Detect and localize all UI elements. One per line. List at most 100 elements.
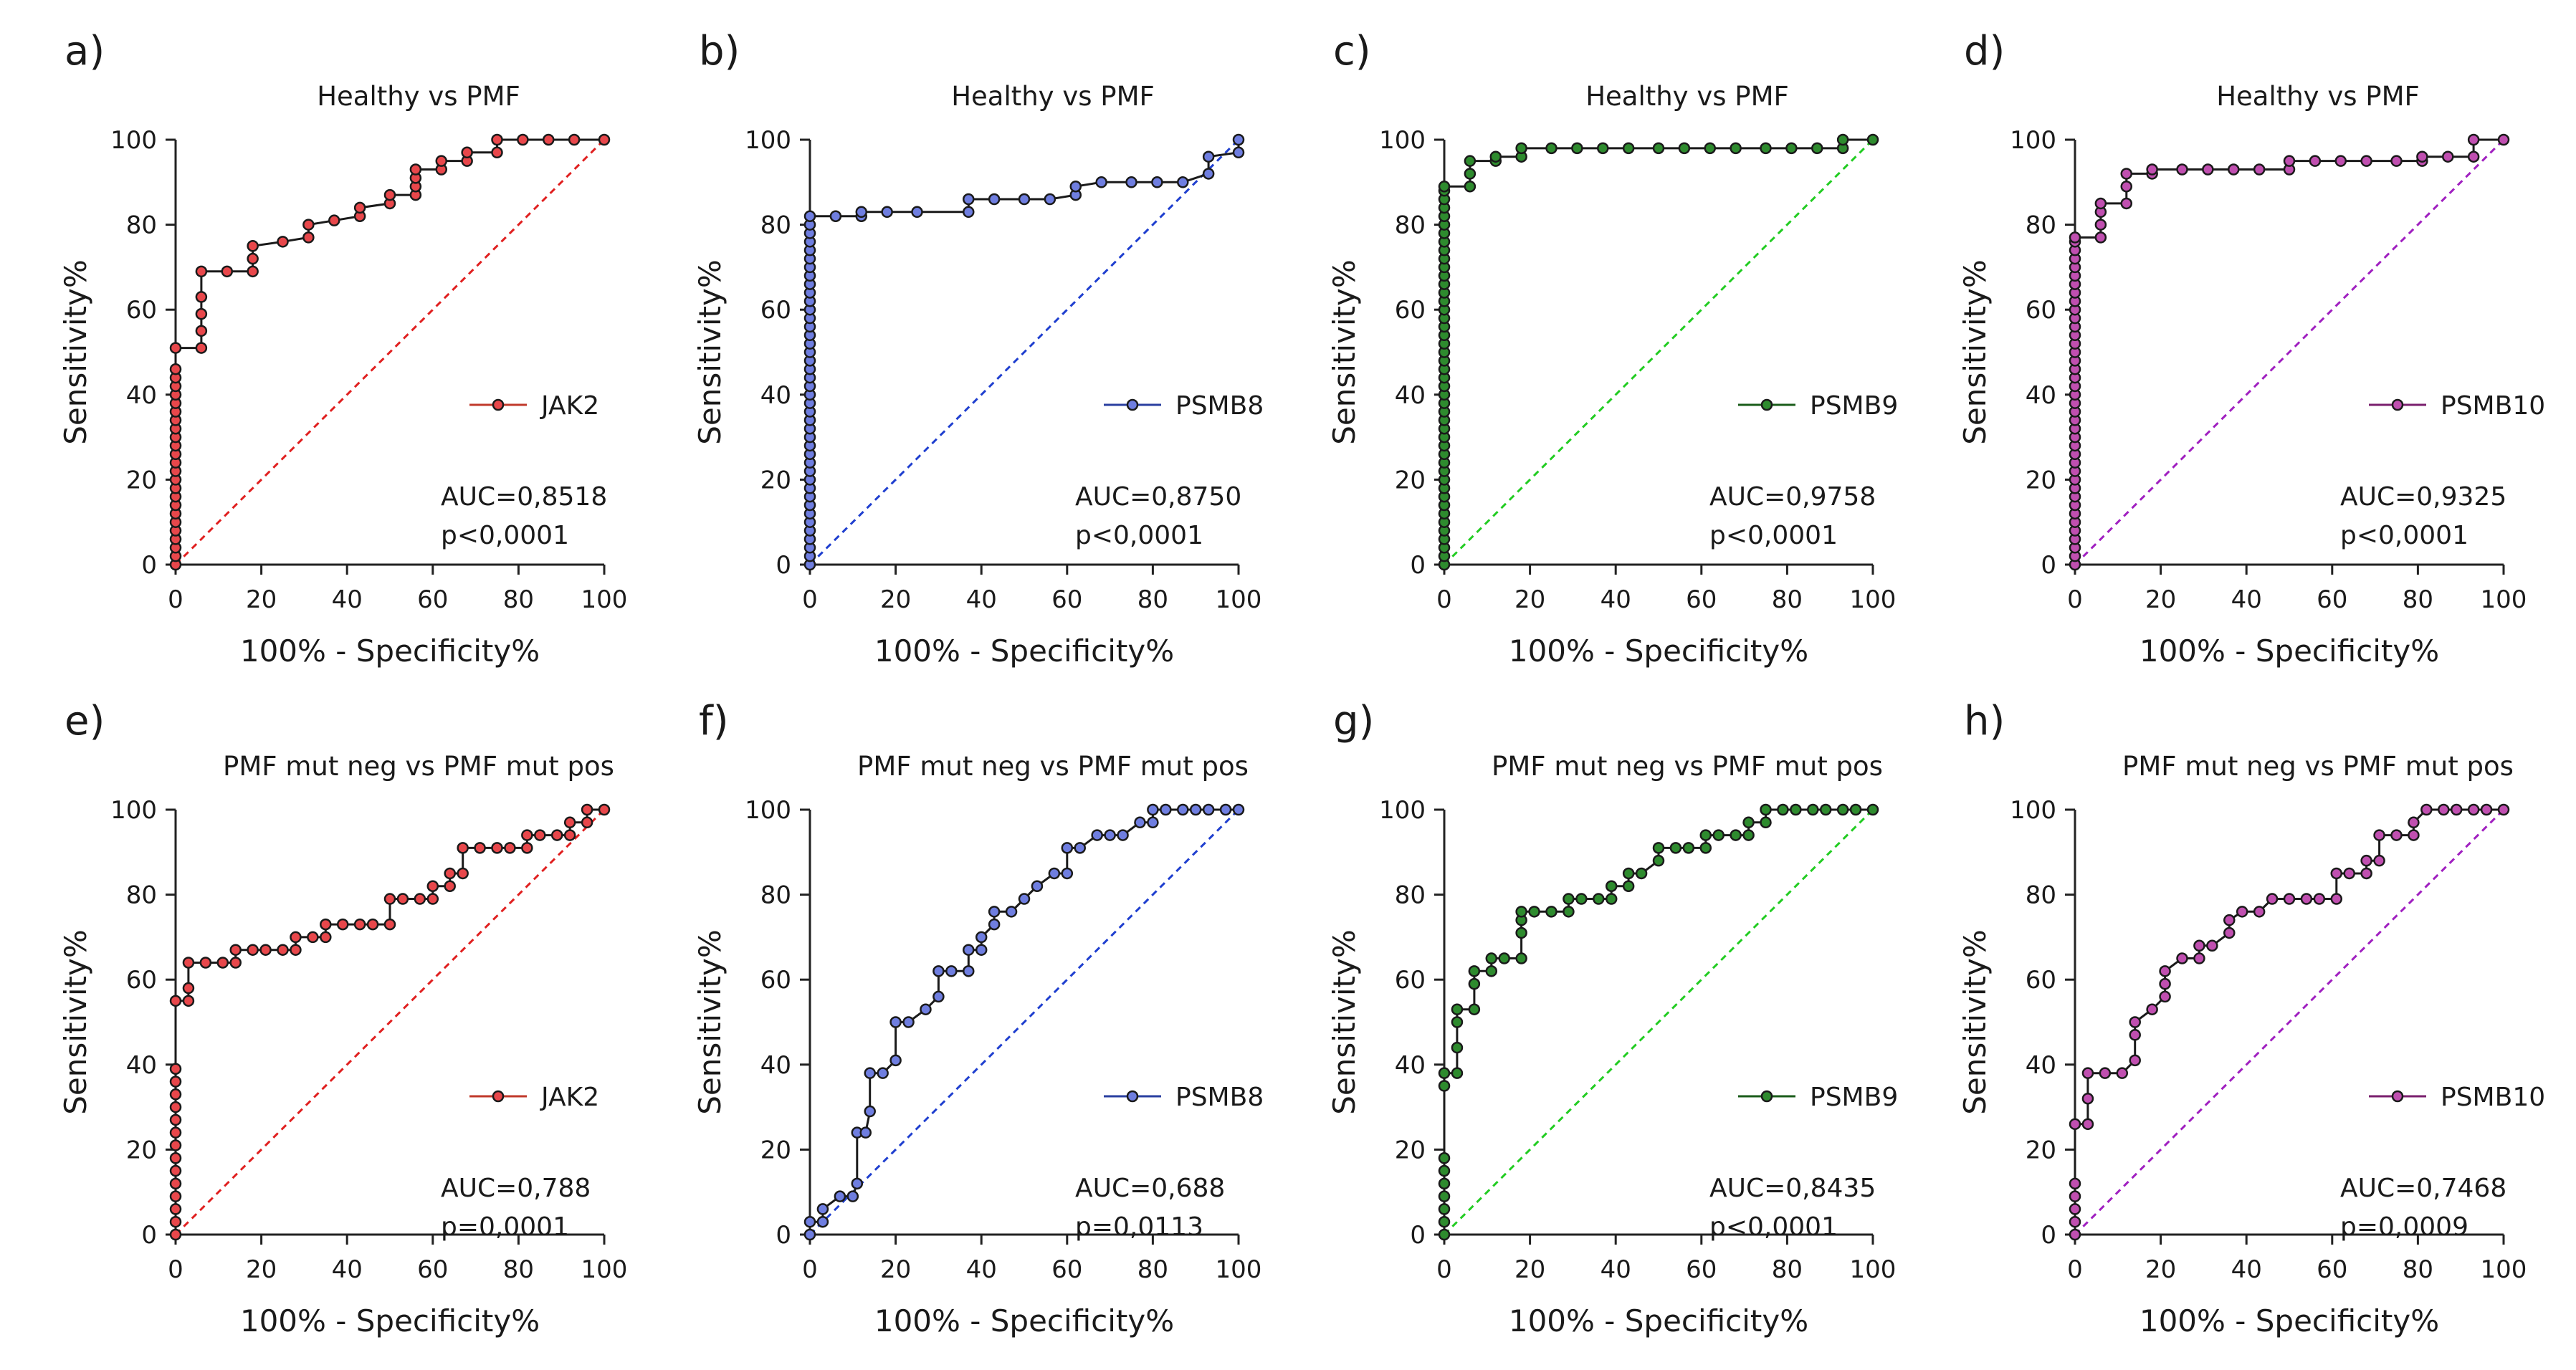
data-point	[491, 133, 503, 146]
data-point	[336, 918, 349, 931]
data-point	[1438, 1203, 1451, 1215]
y-tick-label: 80	[2026, 211, 2056, 240]
x-tick-label: 0	[168, 1255, 183, 1284]
data-point	[864, 1105, 876, 1118]
data-point	[563, 829, 576, 841]
data-point	[1147, 803, 1159, 816]
data-point	[2099, 1067, 2112, 1079]
data-point	[816, 1203, 829, 1215]
data-point	[1760, 803, 1772, 816]
x-axis-title: 100% - Specificity%	[240, 633, 540, 669]
data-point	[366, 918, 379, 931]
data-point	[2390, 155, 2403, 167]
data-point	[2343, 867, 2355, 880]
panel-label: g)	[1333, 698, 1374, 744]
y-tick-label: 80	[126, 881, 157, 910]
data-point	[426, 880, 439, 892]
data-point	[1048, 867, 1061, 880]
data-point	[1545, 906, 1557, 918]
panel-label: b)	[699, 28, 740, 75]
data-point	[2069, 1190, 2081, 1202]
p-value-annotation: p<0,0001	[1709, 1212, 1838, 1242]
roc-panel-g: g) PMF mut neg vs PMF mut pos 0 20 40 60 80 100…	[1327, 698, 1898, 1338]
data-point	[169, 1177, 182, 1190]
data-point	[169, 1063, 182, 1075]
data-point	[2334, 155, 2347, 167]
x-axis-title: 100% - Specificity%	[2139, 633, 2439, 669]
data-point	[1563, 893, 1575, 905]
legend-label: PSMB8	[1175, 1083, 1264, 1112]
data-point	[1438, 1215, 1451, 1228]
data-point	[1571, 142, 1583, 155]
data-point	[1811, 142, 1823, 155]
y-tick-label: 100	[110, 796, 157, 825]
y-tick-label: 0	[1410, 551, 1426, 580]
data-point	[2283, 893, 2296, 905]
data-point	[1117, 829, 1129, 841]
data-point	[598, 803, 611, 816]
y-tick-label: 40	[126, 381, 157, 410]
y-tick-label: 60	[2026, 966, 2056, 995]
data-point	[2069, 1215, 2081, 1228]
data-point	[2193, 952, 2205, 964]
data-point	[1438, 1228, 1451, 1241]
data-point	[169, 1164, 182, 1177]
data-point	[320, 918, 332, 931]
roc-curve-line	[2074, 808, 2504, 1235]
x-tick-label: 40	[332, 585, 363, 614]
x-tick-label: 60	[417, 1255, 448, 1284]
y-tick-label: 100	[745, 796, 791, 825]
data-point	[1790, 803, 1802, 816]
reference-diagonal	[1443, 808, 1874, 1236]
legend-label: PSMB9	[1810, 391, 1898, 421]
data-point	[1018, 193, 1031, 206]
data-point	[581, 816, 593, 829]
data-point	[829, 210, 842, 222]
data-point	[1061, 842, 1074, 854]
x-axis-title: 100% - Specificity%	[2139, 1303, 2439, 1338]
x-tick-label: 40	[1601, 585, 1631, 614]
y-tick-label: 20	[1395, 466, 1426, 494]
y-tick-label: 80	[2026, 881, 2056, 910]
data-point	[1451, 1003, 1464, 1015]
roc-panel-e: e) PMF mut neg vs PMF mut pos 0 20 40 60 80 100…	[58, 698, 627, 1338]
data-point	[1125, 176, 1137, 188]
data-point	[2236, 906, 2248, 918]
chart-title: PMF mut neg vs PMF mut pos	[857, 751, 1249, 782]
data-point	[1528, 906, 1540, 918]
data-point	[2146, 1003, 2158, 1015]
x-tick-label: 80	[1772, 585, 1803, 614]
y-tick-label: 100	[745, 126, 791, 155]
data-point	[2081, 1067, 2094, 1079]
y-axis-title: Sensitivity%	[1327, 929, 1362, 1115]
data-point	[2129, 1029, 2141, 1041]
data-point	[195, 291, 208, 303]
x-tick-label: 60	[1051, 1255, 1082, 1284]
data-point	[383, 918, 396, 931]
auc-annotation: AUC=0,8518	[441, 482, 607, 512]
data-point	[169, 1215, 182, 1228]
x-tick-label: 20	[2145, 1255, 2176, 1284]
x-tick-label: 80	[1772, 1255, 1803, 1284]
data-point	[975, 931, 988, 944]
x-tick-label: 40	[2231, 585, 2262, 614]
y-tick-label: 80	[1395, 211, 1426, 240]
reference-diagonal	[1443, 138, 1874, 566]
data-point	[2467, 803, 2480, 816]
data-point	[247, 265, 259, 278]
data-point	[1760, 816, 1772, 829]
data-point	[1232, 803, 1245, 816]
data-point	[1104, 829, 1116, 841]
data-point	[1464, 180, 1477, 193]
data-point	[2497, 803, 2510, 816]
data-point	[2223, 926, 2236, 939]
data-point	[2081, 1092, 2094, 1105]
data-point	[182, 982, 195, 995]
data-point	[1489, 150, 1502, 163]
data-point	[195, 265, 208, 278]
data-point	[169, 1113, 182, 1126]
x-tick-label: 80	[1137, 585, 1168, 614]
data-point	[353, 201, 366, 214]
y-tick-label: 80	[760, 211, 791, 240]
